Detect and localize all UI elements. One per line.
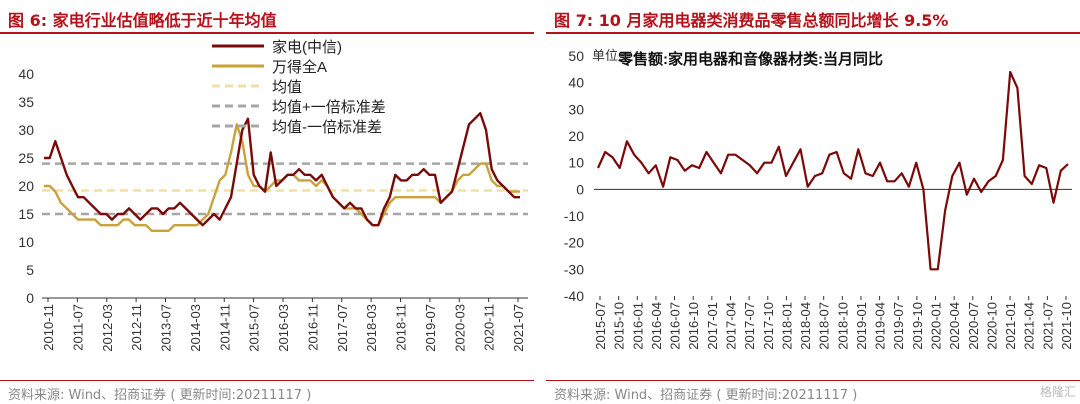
x-tick-label: 2018-07: [817, 302, 832, 350]
x-tick-label: 2018-03: [364, 304, 379, 352]
x-tick-label: 2018-01: [779, 302, 794, 350]
x-tick-label: 2019-04: [873, 302, 888, 350]
legend-label: 零售额:家用电器和音像器材类:当月同比: [617, 50, 883, 68]
x-tick-label: 2013-07: [159, 304, 174, 352]
y-tick-label: 40: [18, 66, 34, 82]
y-tick-label: 25: [18, 150, 34, 166]
y-tick-label: 30: [18, 122, 34, 138]
left-title-rule: [0, 32, 534, 34]
y-tick-label: 10: [568, 155, 584, 171]
y-tick-label: 35: [18, 94, 34, 110]
right-source-rule: [546, 380, 1080, 381]
x-tick-label: 2020-03: [452, 304, 467, 352]
y-tick-label: -20: [564, 235, 584, 251]
x-tick-label: 2016-10: [686, 302, 701, 350]
right-chart-svg: -40 -30 -20 -10 0 10 20 30 40 50 单位:零售额:家用电器和音像器材类…: [564, 48, 1074, 350]
x-tick-label: 2016-03: [276, 304, 291, 352]
x-tick-label: 2019-07: [423, 304, 438, 352]
y-tick-label: -10: [564, 208, 584, 224]
legend-label: 均值: [272, 79, 302, 96]
y-tick-label: 0: [576, 181, 584, 197]
y-tick-label: 20: [568, 128, 584, 144]
watermark-logo: 格隆汇: [1039, 385, 1076, 399]
left-chart-panel: 图 6: 家电行业估值略低于近十年均值 0 5 10 15 20 25 30 35 40 2010…: [0, 0, 534, 404]
y-tick-label: -30: [564, 261, 584, 277]
y-tick-label: 15: [18, 206, 34, 222]
x-tick-label: 2019-10: [910, 302, 925, 350]
x-tick-label: 2020-07: [966, 302, 981, 350]
unit-label: 单位:: [592, 48, 622, 63]
legend-label: 均值-一倍标准差: [272, 119, 382, 136]
left-source-note: 资料来源: Wind、招商证券 ( 更新时间:20211117 ): [8, 388, 312, 403]
x-tick-label: 2021-07: [511, 304, 526, 352]
jiadian-series-line: [44, 111, 520, 227]
y-tick-label: 50: [568, 48, 584, 64]
x-tick-label: 2017-10: [761, 302, 776, 350]
x-tick-label: 2021-10: [1059, 302, 1074, 350]
legend-label: 家电(中信): [272, 39, 342, 56]
x-tick-label: 2015-10: [612, 302, 627, 350]
y-tick-label: 0: [26, 290, 34, 306]
x-tick-label: 2016-01: [630, 302, 645, 350]
left-chart-title: 图 6: 家电行业估值略低于近十年均值: [8, 11, 277, 30]
x-tick-label: 2012-03: [100, 304, 115, 352]
y-tick-label: 20: [18, 178, 34, 194]
x-tick-label: 2011-07: [70, 304, 85, 351]
left-source-rule: [0, 380, 534, 381]
x-tick-label: 2012-11: [129, 304, 144, 351]
left-chart-svg: 0 5 10 15 20 25 30 35 40 2010-11 2011-07 2012-03 201…: [18, 39, 528, 352]
x-tick-label: 2019-01: [854, 302, 869, 350]
x-tick-label: 2018-11: [394, 304, 409, 351]
x-tick-label: 2018-04: [798, 302, 813, 350]
x-tick-label: 2017-07: [742, 302, 757, 350]
x-tick-label: 2020-04: [947, 302, 962, 350]
right-chart-panel: 图 7: 10 月家用电器类消费品零售总额同比增长 9.5% -40 -30 -20…: [546, 0, 1080, 404]
x-tick-label: 2014-11: [217, 304, 232, 351]
yoy-series-line: [596, 70, 1069, 271]
x-tick-label: 2016-04: [649, 302, 664, 350]
x-tick-label: 2018-10: [835, 302, 850, 350]
y-tick-label: 5: [26, 262, 34, 278]
x-tick-label: 2020-10: [984, 302, 999, 350]
right-source-note: 资料来源: Wind、招商证券 ( 更新时间:20211117 ): [554, 388, 858, 403]
x-tick-label: 2014-03: [188, 304, 203, 352]
legend-label: 万得全A: [272, 58, 327, 76]
x-tick-label: 2015-07: [593, 302, 608, 350]
x-tick-label: 2021-01: [1003, 302, 1018, 350]
x-tick-label: 2021-07: [1040, 302, 1055, 350]
y-tick-label: 10: [18, 234, 34, 250]
y-tick-label: 40: [568, 75, 584, 91]
x-tick-label: 2017-07: [335, 304, 350, 352]
x-tick-label: 2010-11: [41, 304, 56, 351]
x-tick-label: 2016-11: [305, 304, 320, 351]
x-tick-label: 2019-07: [891, 302, 906, 350]
x-tick-label: 2020-01: [929, 302, 944, 350]
x-tick-label: 2016-07: [668, 302, 683, 350]
x-tick-label: 2021-04: [1022, 302, 1037, 350]
x-tick-label: 2015-07: [247, 304, 262, 352]
y-tick-label: 30: [568, 101, 584, 117]
legend-label: 均值+一倍标准差: [272, 99, 386, 116]
x-tick-label: 2020-11: [482, 304, 497, 351]
right-chart-title: 图 7: 10 月家用电器类消费品零售总额同比增长 9.5%: [554, 11, 949, 30]
right-title-rule: [546, 32, 1080, 34]
x-tick-label: 2017-04: [723, 302, 738, 350]
x-tick-label: 2017-01: [705, 302, 720, 350]
y-tick-label: -40: [564, 288, 584, 304]
